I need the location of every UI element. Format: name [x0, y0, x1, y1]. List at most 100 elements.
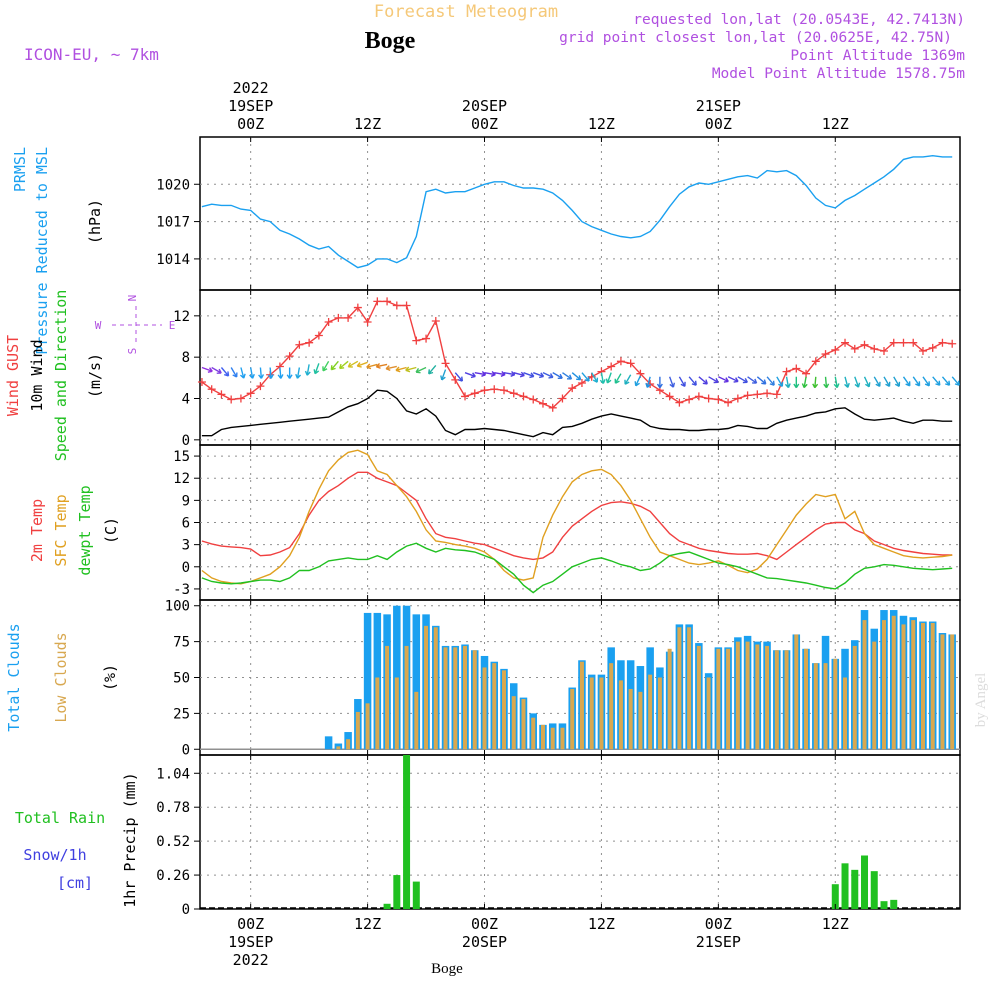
wind-arrow [902, 376, 911, 387]
wind-arrow [440, 369, 447, 381]
wind-panel: 0 4 8 12 Wind GUST 10m Wind Speed and Directio… [4, 289, 961, 461]
gust-marker [880, 346, 888, 355]
precip-ytick-label: 1.04 [156, 766, 190, 782]
precip-ylabel: 1hr Precip (mm) [121, 772, 139, 907]
wind-arrow [230, 367, 238, 378]
wind-arrow [201, 366, 213, 373]
wind-arrow [258, 367, 265, 379]
gust-marker [928, 343, 937, 352]
low-cloud-bar [726, 648, 731, 750]
gust-marker [626, 359, 635, 368]
low-cloud-bar [891, 615, 896, 750]
wind-ytick-label: 4 [182, 392, 190, 408]
wind-arrow [893, 376, 901, 387]
low-cloud-bar [765, 645, 770, 750]
temperature-dewpt-line [201, 542, 953, 594]
wind-ytick-label: 0 [182, 433, 190, 449]
gust-marker [948, 339, 957, 348]
low-cloud-bar [638, 691, 643, 750]
gust-marker [480, 386, 489, 395]
top-tick-label: 00Z [705, 115, 732, 133]
wind-arrow [698, 376, 708, 385]
wind-arrow [295, 367, 302, 379]
wind-arrow [854, 376, 861, 388]
gust-marker [451, 375, 460, 384]
gust-marker [353, 303, 362, 312]
wind-arrow [756, 376, 767, 385]
gust-marker [558, 394, 567, 403]
bottom-tick-label: 19SEP [228, 933, 273, 951]
wind-ytick-label: 12 [173, 309, 190, 325]
precip-ytick-label: 0.52 [156, 834, 190, 850]
gust-marker [802, 369, 811, 378]
gust-marker [431, 317, 440, 325]
low-cloud-bar [872, 641, 877, 750]
total-cloud-bar [324, 736, 333, 750]
wind-arrow [286, 367, 293, 379]
gust-marker [616, 357, 625, 366]
low-cloud-bar [511, 696, 516, 750]
clouds-ytick-label: 100 [165, 599, 190, 615]
wind-arrow [405, 366, 417, 373]
wind-arrow [542, 372, 554, 379]
low-cloud-bar [365, 703, 370, 750]
temperature-ylabel: 2m Temp [28, 499, 46, 562]
top-tick-label: 00Z [237, 115, 264, 133]
gust-marker [519, 392, 528, 401]
gust-marker [197, 377, 206, 386]
gust-marker [246, 389, 255, 398]
wind-arrow [503, 371, 516, 377]
gust-marker [909, 338, 918, 347]
precip-panel: 0 0.26 0.52 0.78 1.04 Total Rain Snow/1h [cm] 1h… [15, 754, 961, 918]
gust-marker [792, 364, 801, 373]
gust-marker [675, 398, 684, 407]
wind-ylabel: Wind GUST [4, 335, 22, 416]
footer-location: Boge [431, 961, 463, 977]
wind-arrow [614, 373, 622, 384]
wind-arrow [415, 366, 427, 374]
clouds-ytick-label: 0 [182, 742, 190, 758]
gust-marker [714, 395, 723, 404]
gust-marker [694, 392, 703, 401]
gust-marker [811, 357, 820, 366]
bottom-tick-label: 21SEP [696, 933, 741, 951]
temperature-ylabel: (C) [102, 517, 120, 544]
total-cloud-bar [412, 614, 421, 750]
wind-arrow [220, 367, 230, 377]
rain-bar [393, 875, 401, 909]
gust-marker [938, 338, 947, 347]
wind-arrow [747, 376, 758, 384]
gust-marker [344, 313, 353, 322]
wind-gust-line [201, 300, 953, 409]
low-cloud-bar [609, 663, 614, 750]
low-cloud-bar [589, 677, 594, 750]
low-cloud-bar [599, 677, 604, 750]
gust-marker [889, 338, 898, 347]
bottom-tick-label: 00Z [705, 915, 732, 933]
clouds-ylabel: (%) [101, 664, 119, 691]
low-cloud-bar [346, 739, 351, 750]
wind-arrow [883, 376, 891, 387]
low-cloud-bar [687, 627, 692, 750]
wind-arrow [562, 372, 573, 380]
gust-marker [733, 394, 742, 403]
gust-marker [217, 390, 226, 399]
low-cloud-bar [882, 620, 886, 750]
low-cloud-bar [667, 648, 672, 750]
gust-marker [743, 391, 752, 400]
low-cloud-bar [784, 650, 789, 750]
top-tick-label: 00Z [471, 115, 498, 133]
compass-south: S [126, 348, 139, 355]
low-cloud-bar [433, 627, 438, 750]
compass-north: N [126, 295, 139, 302]
low-cloud-bar [550, 727, 555, 750]
low-cloud-bar [482, 667, 487, 750]
gust-marker [548, 403, 557, 412]
wind-arrow [474, 371, 487, 377]
pressure-series-line [201, 154, 953, 269]
gust-marker [772, 390, 781, 399]
temperature-2m-line [201, 471, 953, 561]
low-cloud-bar [618, 680, 623, 750]
wind-arrow [571, 372, 582, 381]
gust-marker [392, 301, 401, 310]
